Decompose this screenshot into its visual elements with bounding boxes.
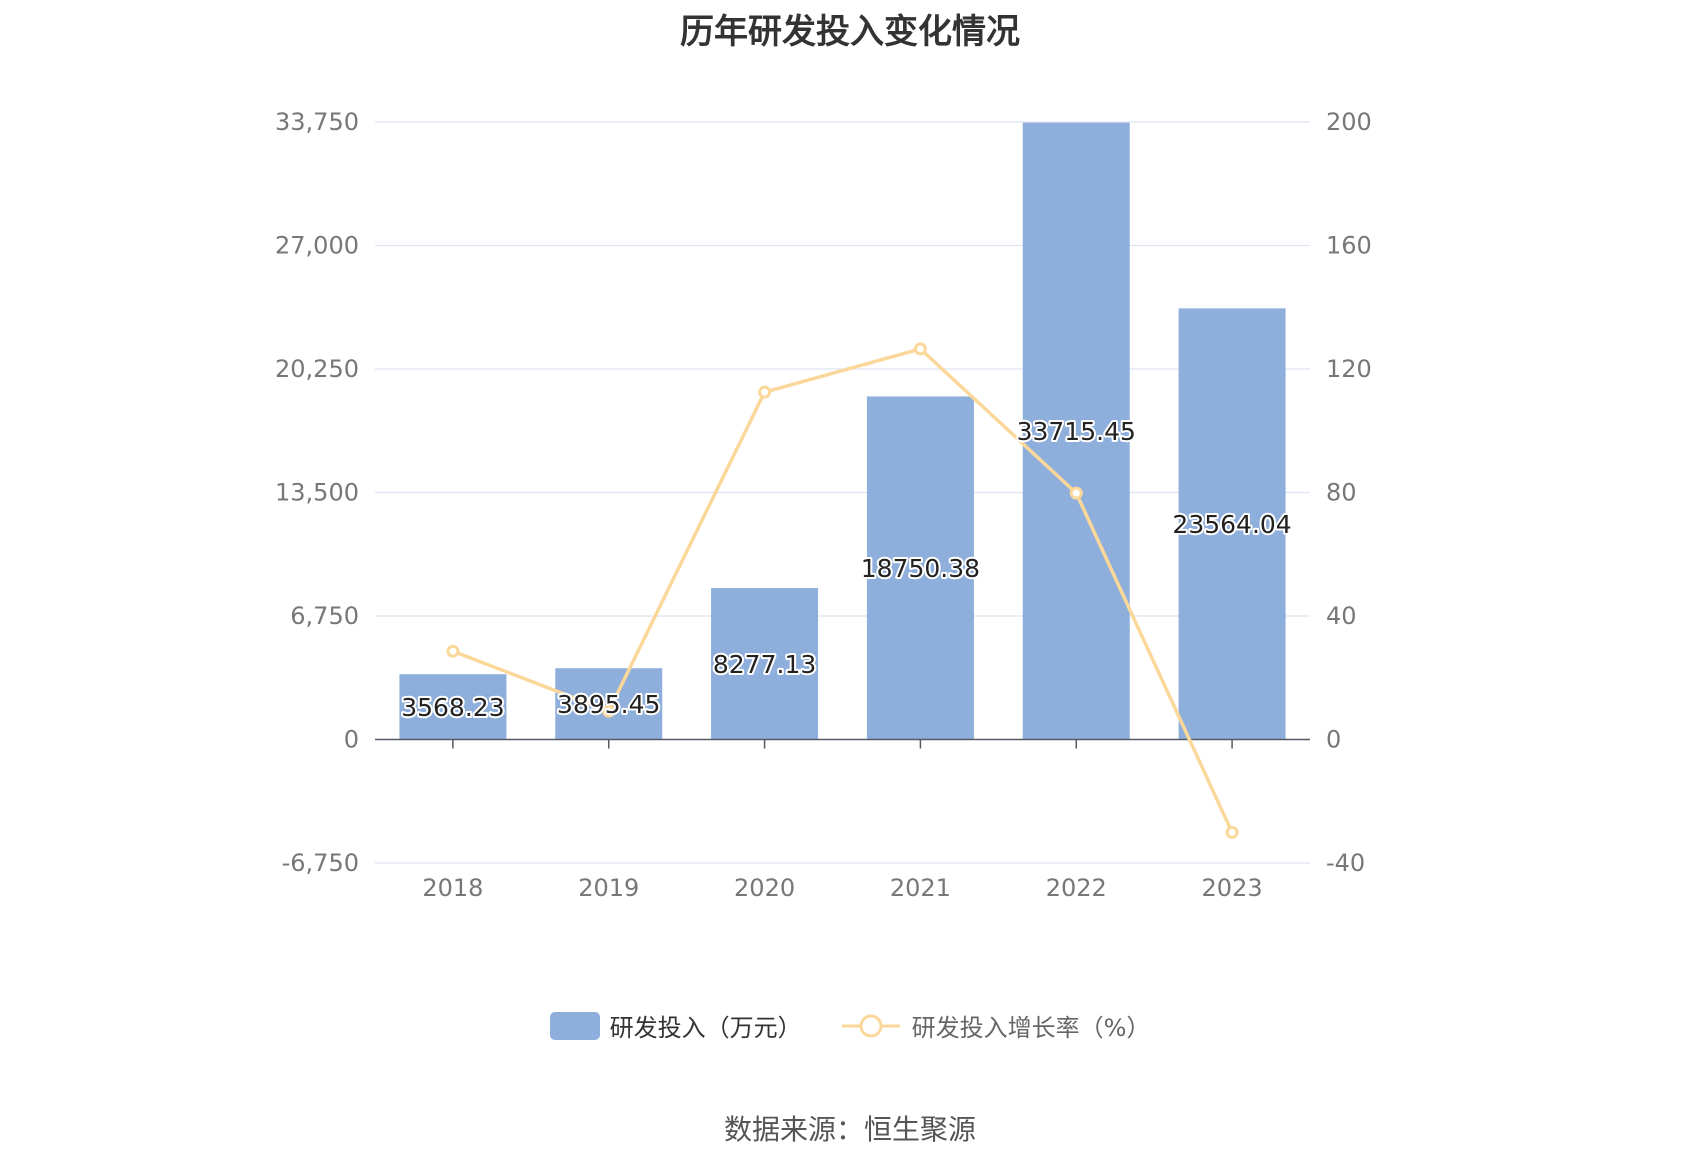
y-right-tick-label: 120 [1326, 355, 1372, 383]
bar-data-label: 8277.13 [713, 650, 816, 679]
y-left-tick-label: 13,500 [275, 479, 359, 507]
x-tick-label: 2023 [1202, 874, 1263, 902]
bar-data-label: 33715.45 [1017, 417, 1136, 446]
y-left-tick-label: -6,750 [282, 849, 359, 877]
y-tick-labels: 33,750 200 27,000 160 20,250 120 13,500 80 6,750… [275, 108, 1372, 877]
legend-item-line[interactable]: 研发投入增长率（%） [840, 1008, 1151, 1043]
chart-title: 历年研发投入变化情况 [680, 12, 1020, 52]
x-axis: 2018 2019 2020 2021 2022 2023 [375, 738, 1310, 902]
y-right-tick-label: -40 [1326, 849, 1365, 877]
bar [399, 674, 507, 740]
y-right-tick-label: 160 [1326, 232, 1372, 260]
legend-item-bar[interactable]: 研发投入（万元） [549, 1008, 802, 1043]
legend: 研发投入（万元） 研发投入增长率（%） [0, 1008, 1700, 1043]
y-left-tick-label: 27,000 [275, 232, 359, 260]
gridlines [375, 121, 1310, 864]
x-tick-label: 2018 [422, 874, 483, 902]
y-left-tick-label: 20,250 [275, 355, 359, 383]
legend-line-label: 研发投入增长率（%） [911, 1014, 1151, 1042]
bar [711, 588, 819, 740]
bar-data-label: 23564.04 [1172, 510, 1291, 539]
bar [1178, 308, 1286, 740]
bar [866, 396, 974, 740]
y-left-tick-label: 6,750 [290, 602, 359, 630]
growth-line [452, 347, 1234, 834]
growth-point [1069, 486, 1083, 500]
y-left-tick-label: 33,750 [275, 108, 359, 136]
source-note: 数据来源：恒生聚源 [723, 1113, 976, 1146]
y-right-tick-label: 200 [1326, 108, 1372, 136]
legend-line-swatch [841, 1014, 900, 1037]
growth-point [1225, 825, 1239, 839]
growth-point [446, 644, 460, 658]
growth-point [602, 704, 616, 718]
y-right-tick-label: 0 [1326, 726, 1341, 754]
legend-bar-label: 研发投入（万元） [609, 1014, 802, 1042]
growth-point [758, 385, 772, 399]
x-tick-label: 2020 [734, 874, 795, 902]
bar [1022, 122, 1130, 740]
bar-data-label: 3568.23 [401, 693, 504, 722]
line-series [446, 342, 1239, 839]
y-right-tick-label: 80 [1326, 479, 1357, 507]
y-right-tick-label: 40 [1326, 602, 1357, 630]
bar-data-label: 18750.38 [861, 554, 980, 583]
y-left-tick-label: 0 [344, 726, 359, 754]
x-tick-label: 2022 [1046, 874, 1107, 902]
bar-data-label: 3895.45 [557, 690, 660, 719]
growth-point [913, 342, 927, 356]
bar [555, 668, 663, 740]
legend-bar-swatch [549, 1011, 600, 1040]
data-labels: 3568.23 3895.45 8277.13 18750.38 33715.45 235… [399, 415, 1294, 724]
x-tick-label: 2021 [890, 874, 951, 902]
chart-plot: 2018 2019 2020 2021 2022 2023 3568.23 3895.45 8… [275, 108, 1372, 902]
bar-series [399, 122, 1286, 740]
x-tick-label: 2019 [578, 874, 639, 902]
